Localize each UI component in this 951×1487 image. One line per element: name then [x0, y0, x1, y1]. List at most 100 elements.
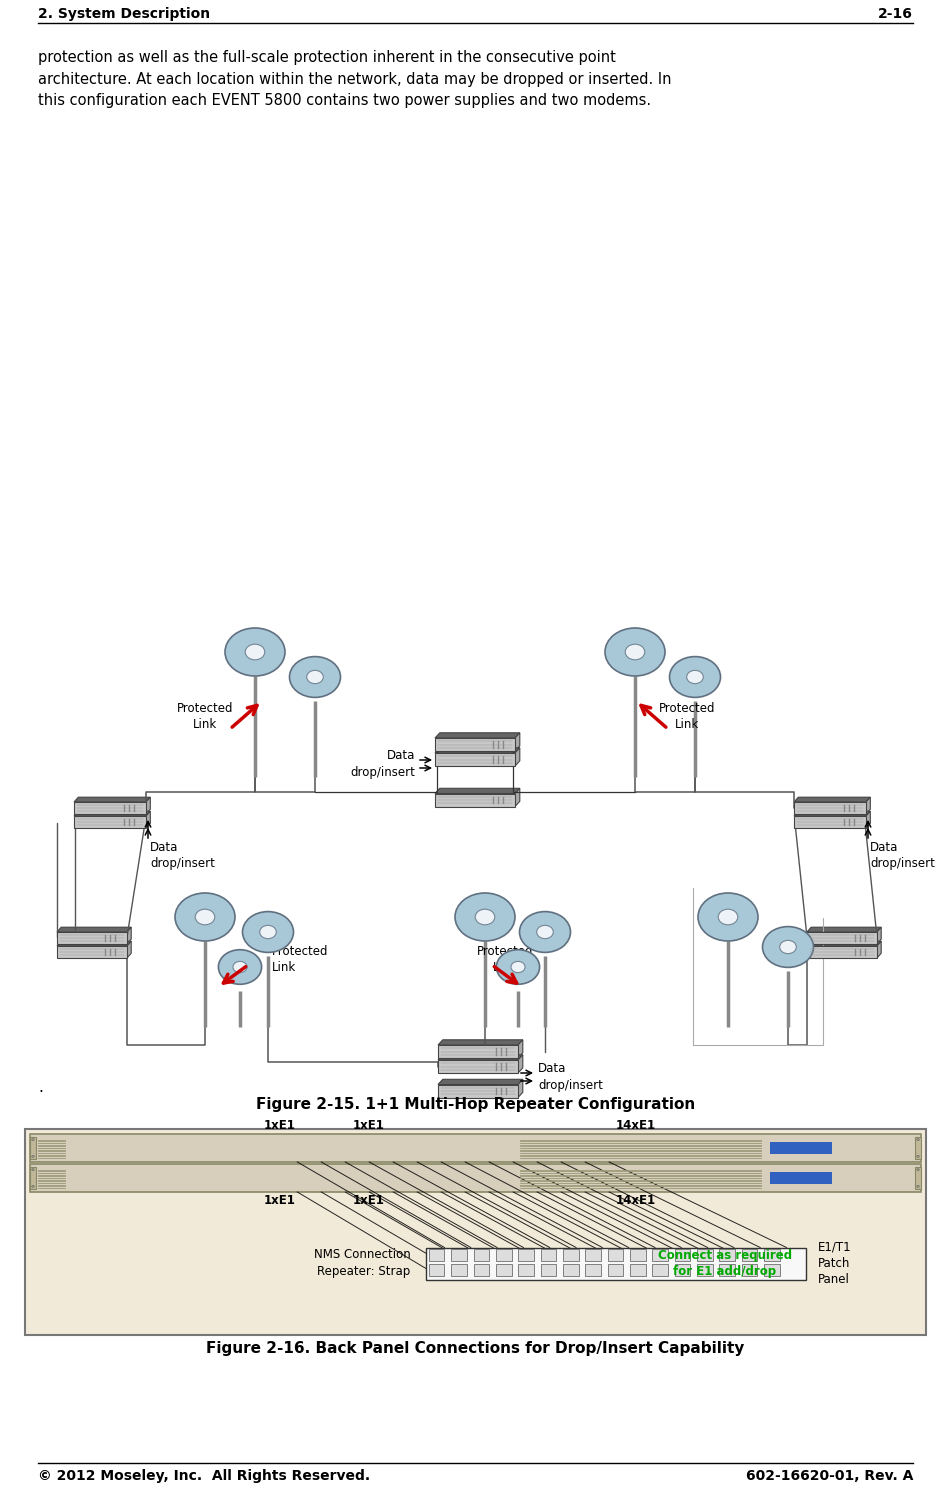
- Bar: [74, 801, 146, 813]
- Bar: [720, 1264, 735, 1276]
- Bar: [438, 1060, 518, 1074]
- Bar: [30, 1164, 921, 1193]
- Bar: [495, 1249, 512, 1261]
- Ellipse shape: [225, 628, 285, 677]
- Text: Protected
Link: Protected Link: [272, 946, 328, 974]
- Text: 1xE1: 1xE1: [353, 1120, 384, 1132]
- Bar: [438, 1084, 518, 1097]
- Bar: [474, 1249, 489, 1261]
- Text: 602-16620-01, Rev. A: 602-16620-01, Rev. A: [746, 1469, 913, 1483]
- Ellipse shape: [245, 644, 264, 660]
- Bar: [495, 1264, 512, 1276]
- Polygon shape: [807, 941, 882, 946]
- Polygon shape: [518, 1080, 523, 1097]
- Polygon shape: [518, 1054, 523, 1074]
- Bar: [563, 1249, 578, 1261]
- Bar: [630, 1264, 646, 1276]
- Text: 14xE1: 14xE1: [616, 1120, 656, 1132]
- Bar: [30, 1136, 36, 1160]
- Polygon shape: [794, 812, 870, 816]
- Bar: [652, 1264, 668, 1276]
- Polygon shape: [127, 928, 131, 944]
- Ellipse shape: [605, 628, 665, 677]
- Ellipse shape: [31, 1169, 34, 1170]
- Text: Data
drop/insert: Data drop/insert: [870, 842, 935, 870]
- Text: Protected
Link: Protected Link: [476, 946, 534, 974]
- Text: .: .: [38, 1080, 43, 1094]
- Ellipse shape: [260, 925, 277, 938]
- Ellipse shape: [917, 1185, 920, 1187]
- Bar: [435, 738, 515, 751]
- Polygon shape: [127, 941, 131, 958]
- Ellipse shape: [917, 1139, 920, 1141]
- Bar: [915, 1136, 921, 1160]
- Bar: [675, 1264, 690, 1276]
- Polygon shape: [435, 748, 520, 752]
- Text: protection as well as the full-scale protection inherent in the consecutive poin: protection as well as the full-scale pro…: [38, 51, 671, 109]
- Bar: [585, 1249, 601, 1261]
- Ellipse shape: [917, 1155, 920, 1157]
- Ellipse shape: [536, 925, 553, 938]
- Polygon shape: [518, 1039, 523, 1057]
- Polygon shape: [866, 812, 870, 828]
- Bar: [425, 1248, 805, 1279]
- Polygon shape: [57, 941, 131, 946]
- Bar: [429, 1249, 444, 1261]
- Polygon shape: [866, 797, 870, 813]
- Bar: [765, 1249, 780, 1261]
- Ellipse shape: [219, 950, 262, 984]
- Bar: [675, 1249, 690, 1261]
- Ellipse shape: [455, 894, 515, 941]
- Text: 2. System Description: 2. System Description: [38, 7, 210, 21]
- Bar: [807, 932, 877, 944]
- Text: 1xE1: 1xE1: [353, 1194, 384, 1207]
- Bar: [518, 1249, 534, 1261]
- Text: 1xE1: 1xE1: [263, 1120, 296, 1132]
- Bar: [697, 1249, 712, 1261]
- Polygon shape: [435, 733, 520, 738]
- Polygon shape: [877, 928, 882, 944]
- Text: Protected
Link: Protected Link: [659, 702, 715, 732]
- Polygon shape: [807, 928, 882, 932]
- Bar: [608, 1249, 623, 1261]
- Polygon shape: [74, 812, 150, 816]
- Bar: [540, 1249, 556, 1261]
- Polygon shape: [435, 788, 520, 794]
- Ellipse shape: [625, 644, 645, 660]
- Bar: [451, 1264, 467, 1276]
- Text: Data
drop/insert: Data drop/insert: [150, 842, 215, 870]
- Bar: [30, 1135, 921, 1161]
- Ellipse shape: [307, 671, 323, 684]
- Polygon shape: [794, 797, 870, 801]
- Bar: [540, 1264, 556, 1276]
- Text: Protected
Link: Protected Link: [177, 702, 233, 732]
- Bar: [769, 1142, 832, 1154]
- Polygon shape: [515, 733, 520, 751]
- Text: Connect as required
for E1 add/drop: Connect as required for E1 add/drop: [658, 1249, 792, 1279]
- Ellipse shape: [31, 1155, 34, 1157]
- Ellipse shape: [718, 909, 738, 925]
- Bar: [435, 752, 515, 766]
- Bar: [563, 1264, 578, 1276]
- FancyBboxPatch shape: [25, 1129, 926, 1335]
- Bar: [585, 1264, 601, 1276]
- Polygon shape: [877, 941, 882, 958]
- Text: © 2012 Moseley, Inc.  All Rights Reserved.: © 2012 Moseley, Inc. All Rights Reserved…: [38, 1469, 370, 1483]
- Bar: [74, 816, 146, 828]
- Bar: [765, 1264, 780, 1276]
- Ellipse shape: [175, 894, 235, 941]
- Ellipse shape: [511, 962, 525, 972]
- Text: 2-16: 2-16: [878, 7, 913, 21]
- Bar: [769, 1172, 832, 1184]
- Bar: [742, 1264, 757, 1276]
- Polygon shape: [146, 812, 150, 828]
- Bar: [720, 1249, 735, 1261]
- Polygon shape: [438, 1080, 523, 1084]
- Bar: [438, 1045, 518, 1057]
- Bar: [451, 1249, 467, 1261]
- Text: Data
drop/insert: Data drop/insert: [350, 749, 415, 779]
- Bar: [807, 946, 877, 958]
- Bar: [915, 1167, 921, 1190]
- Bar: [794, 801, 866, 813]
- Ellipse shape: [519, 912, 571, 952]
